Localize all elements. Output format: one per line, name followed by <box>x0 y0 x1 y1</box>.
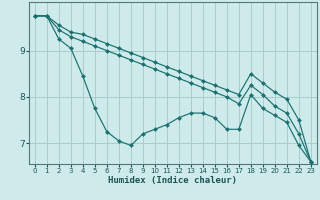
X-axis label: Humidex (Indice chaleur): Humidex (Indice chaleur) <box>108 176 237 185</box>
